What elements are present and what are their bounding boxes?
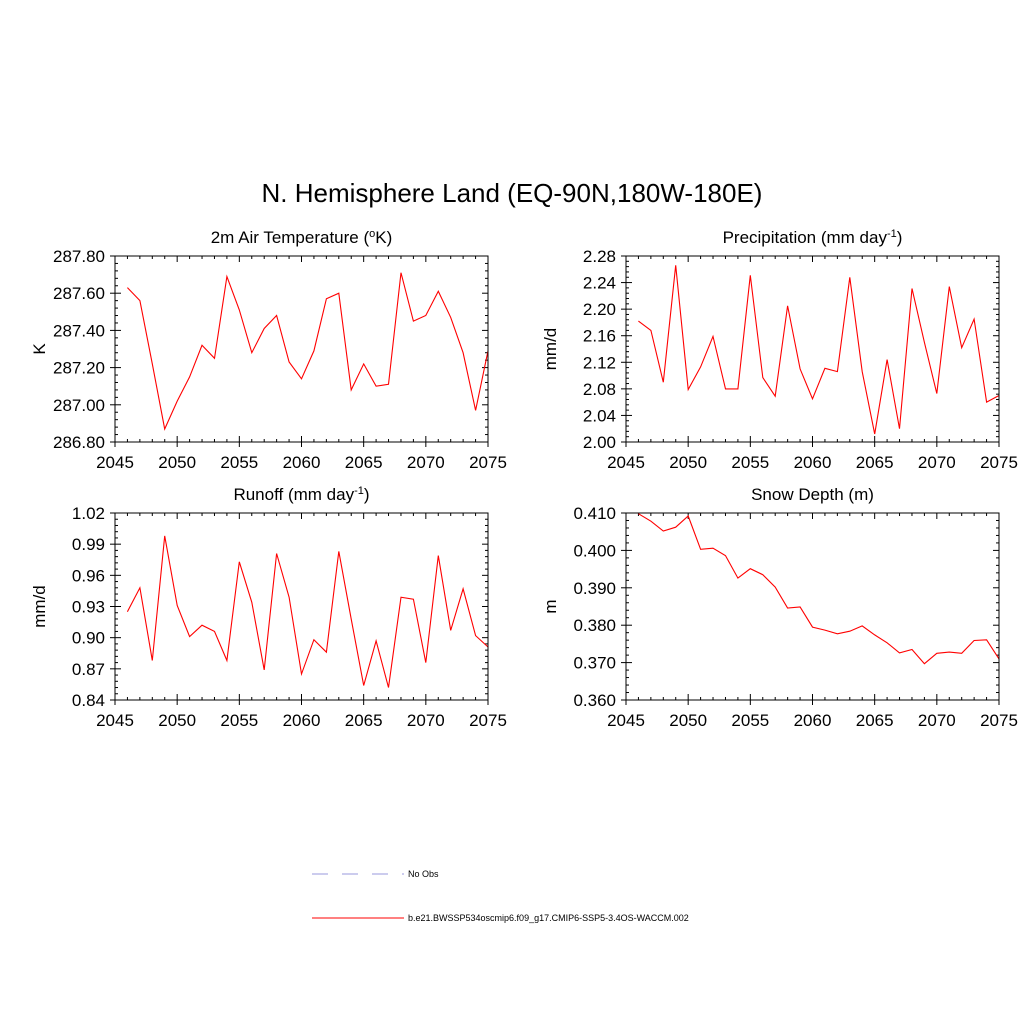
- precipitation-xtick-label: 2060: [794, 453, 832, 472]
- runoff-ytick-label: 0.93: [72, 598, 105, 617]
- panel-snow-depth: Snow Depth (m) m 0.360 0.370 0.380 0.390 0.400…: [541, 485, 1018, 730]
- runoff-title: Runoff (mm day-1): [233, 485, 369, 504]
- precipitation-xtick-label: 2070: [918, 453, 956, 472]
- air-temperature-xtick-label: 2065: [345, 453, 383, 472]
- air-temperature-ytick-label: 287.80: [53, 247, 105, 266]
- runoff-xtick-label: 2045: [96, 711, 134, 730]
- precipitation-plot-frame: [625, 255, 1000, 443]
- air-temperature-ytick-label: 286.80: [53, 433, 105, 452]
- runoff-xtick-label: 2065: [345, 711, 383, 730]
- precipitation-ytick-label: 2.00: [583, 433, 616, 452]
- precipitation-ytick-label: 2.16: [583, 327, 616, 346]
- panels: 2m Air Temperature (oK) K 286.80 287.00 287.…: [30, 228, 1018, 730]
- air-temperature-xtick-label: 2070: [407, 453, 445, 472]
- snow-depth-ytick-label: 0.360: [573, 691, 616, 710]
- snow-depth-xtick-label: 2060: [794, 711, 832, 730]
- panel-air-temperature: 2m Air Temperature (oK) K 286.80 287.00 287.…: [30, 228, 507, 472]
- legend-label-no-obs: No Obs: [408, 869, 439, 879]
- runoff-ytick-label: 0.90: [72, 629, 105, 648]
- runoff-ytick-label: 0.99: [72, 535, 105, 554]
- air-temperature-ytick-label: 287.00: [53, 396, 105, 415]
- runoff-ytick-label: 0.84: [72, 691, 105, 710]
- precipitation-xtick-label: 2075: [980, 453, 1018, 472]
- air-temperature-ytick-label: 287.60: [53, 284, 105, 303]
- runoff-xtick-label: 2060: [283, 711, 321, 730]
- air-temperature-xtick-label: 2075: [469, 453, 507, 472]
- air-temperature-ylabel: K: [30, 343, 49, 355]
- runoff-ytick-label: 0.87: [72, 660, 105, 679]
- precipitation-ylabel: mm/d: [541, 328, 560, 371]
- snow-depth-ytick-label: 0.380: [573, 616, 616, 635]
- snow-depth-xtick-label: 2070: [918, 711, 956, 730]
- precipitation-title: Precipitation (mm day-1): [723, 228, 903, 247]
- precipitation-ytick-label: 2.20: [583, 300, 616, 319]
- snow-depth-series-line: [638, 513, 1000, 665]
- air-temperature-xtick-label: 2060: [283, 453, 321, 472]
- panel-precipitation: Precipitation (mm day-1) mm/d 2.00 2.04 2.08…: [541, 228, 1018, 472]
- air-temperature-xtick-label: 2050: [158, 453, 196, 472]
- runoff-xtick-label: 2070: [407, 711, 445, 730]
- precipitation-xtick-label: 2045: [607, 453, 645, 472]
- air-temperature-plot-frame: [114, 255, 489, 443]
- air-temperature-ytick-label: 287.40: [53, 321, 105, 340]
- snow-depth-xtick-label: 2065: [856, 711, 894, 730]
- runoff-series-line: [126, 535, 489, 688]
- snow-depth-title: Snow Depth (m): [751, 485, 874, 504]
- runoff-xtick-label: 2050: [158, 711, 196, 730]
- snow-depth-ylabel: m: [541, 599, 560, 613]
- air-temperature-series-line: [127, 272, 489, 431]
- legend: No Obs b.e21.BWSSP534oscmip6.f09_g17.CMI…: [312, 869, 689, 923]
- precipitation-xtick-label: 2050: [669, 453, 707, 472]
- runoff-xtick-label: 2055: [220, 711, 258, 730]
- precipitation-ytick-label: 2.12: [583, 353, 616, 372]
- runoff-ytick-label: 0.96: [72, 566, 105, 585]
- precipitation-ytick-label: 2.28: [583, 247, 616, 266]
- snow-depth-plot-frame: [625, 512, 1000, 701]
- snow-depth-ytick-label: 0.400: [573, 541, 616, 560]
- legend-label-model: b.e21.BWSSP534oscmip6.f09_g17.CMIP6-SSP5…: [408, 913, 689, 923]
- precipitation-ytick-label: 2.08: [583, 380, 616, 399]
- snow-depth-xtick-label: 2045: [607, 711, 645, 730]
- precipitation-series-line: [638, 265, 1000, 435]
- air-temperature-ytick-label: 287.20: [53, 359, 105, 378]
- snow-depth-ytick-label: 0.370: [573, 654, 616, 673]
- air-temperature-title: 2m Air Temperature (oK): [211, 228, 393, 247]
- snow-depth-xtick-label: 2050: [669, 711, 707, 730]
- runoff-plot-frame: [114, 512, 489, 701]
- precipitation-ytick-label: 2.24: [583, 274, 616, 293]
- panel-runoff: Runoff (mm day-1) mm/d 0.84 0.87 0.90 0.93 0.9…: [30, 485, 507, 730]
- runoff-xtick-label: 2075: [469, 711, 507, 730]
- snow-depth-ytick-label: 0.390: [573, 579, 616, 598]
- snow-depth-ytick-label: 0.410: [573, 504, 616, 523]
- air-temperature-xtick-label: 2055: [220, 453, 258, 472]
- air-temperature-xtick-label: 2045: [96, 453, 134, 472]
- runoff-ylabel: mm/d: [30, 585, 49, 628]
- figure-title: N. Hemisphere Land (EQ-90N,180W-180E): [262, 178, 763, 208]
- snow-depth-xtick-label: 2055: [731, 711, 769, 730]
- precipitation-xtick-label: 2055: [731, 453, 769, 472]
- precipitation-xtick-label: 2065: [856, 453, 894, 472]
- runoff-ytick-label: 1.02: [72, 504, 105, 523]
- snow-depth-xtick-label: 2075: [980, 711, 1018, 730]
- precipitation-ytick-label: 2.04: [583, 406, 616, 425]
